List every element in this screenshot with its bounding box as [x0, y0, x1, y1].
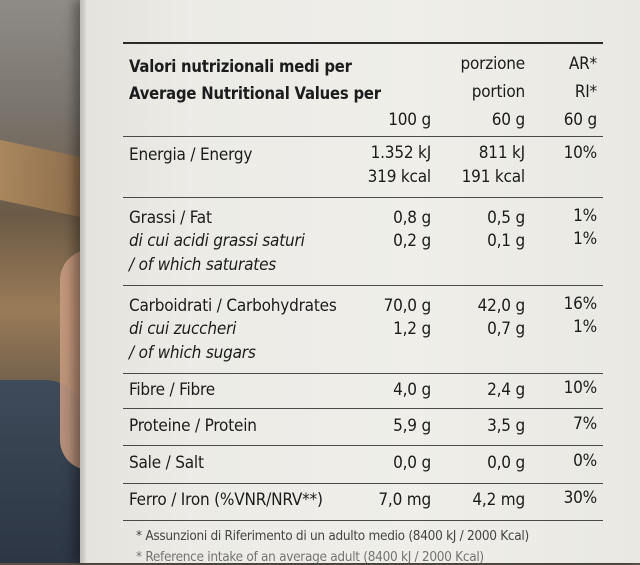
table-row-protein: Proteine / Protein 5,9 g 3,5 g 7% — [123, 408, 603, 445]
row-sub-label-en: / of which sugars — [129, 343, 256, 363]
row-label: Carboidrati / Carbohydrates — [129, 296, 337, 316]
row-sub-value-ar: 1% — [573, 317, 597, 337]
table-row-fat: Grassi / Fat 0,8 g 0,5 g 1% di cui acidi… — [123, 197, 603, 285]
row-label: Ferro / Iron (%VNR/NRV**) — [129, 490, 323, 510]
row-sub-value-portion: 0,1 g — [487, 231, 525, 251]
row-label: Energia / Energy — [129, 145, 253, 165]
nutrition-table: Valori nutrizionali medi per Average Nut… — [123, 42, 603, 521]
row-value-portion: 811 kJ — [478, 143, 525, 163]
row-value-ar: 7% — [573, 414, 597, 434]
row-label: Proteine / Protein — [129, 416, 257, 436]
table-row-energy: Energia / Energy 1.352 kJ 319 kcal 811 k… — [123, 136, 603, 197]
row-value-portion: 3,5 g — [487, 416, 525, 436]
row-label: Fibre / Fibre — [129, 380, 215, 400]
row-value-portion: 42,0 g — [477, 296, 526, 316]
row-value-ar: 1% — [573, 206, 597, 226]
row-value-ar: 10% — [563, 378, 598, 398]
row-sub-label-en: / of which saturates — [129, 255, 277, 275]
header-ri: RI* — [574, 82, 597, 102]
row-sub-value-ar: 1% — [573, 229, 597, 249]
footnote-it: * Assunzioni di Riferimento di un adulto… — [136, 528, 529, 544]
row-value-portion: 4,2 mg — [472, 490, 525, 510]
row-value-100g: 0,8 g — [393, 208, 431, 228]
header-portion-size: 60 g — [491, 110, 525, 130]
row-label: Grassi / Fat — [129, 208, 212, 228]
table-row-carbohydrates: Carboidrati / Carbohydrates 70,0 g 42,0 … — [123, 285, 603, 373]
row-value-100g: 70,0 g — [383, 296, 432, 316]
row-sub-value-portion: 0,7 g — [487, 319, 525, 339]
table-header: Valori nutrizionali medi per Average Nut… — [123, 44, 603, 136]
header-col-100: 100 g — [388, 110, 431, 130]
header-title-it: Valori nutrizionali medi per — [129, 57, 352, 76]
row-value-portion: 0,0 g — [487, 453, 525, 473]
row-value-portion: 0,5 g — [487, 208, 525, 228]
row-sub-label-it: di cui zuccheri — [129, 319, 237, 339]
row-value-100g: 4,0 g — [393, 380, 431, 400]
package-edge — [80, 0, 86, 563]
row-value-100g: 7,0 mg — [378, 490, 431, 510]
table-top-rule — [123, 42, 603, 44]
package-panel — [80, 0, 640, 563]
row-value-100g: 1.352 kJ — [370, 143, 432, 163]
table-row-fibre: Fibre / Fibre 4,0 g 2,4 g 10% — [123, 373, 603, 408]
header-portion-en: portion — [471, 82, 525, 102]
row-value-portion-kcal: 191 kcal — [461, 167, 526, 187]
row-value-ar: 16% — [563, 294, 598, 314]
row-value-100g-kcal: 319 kcal — [367, 167, 432, 187]
row-value-portion: 2,4 g — [487, 380, 525, 400]
row-value-ar: 30% — [563, 488, 598, 508]
header-ar: AR* — [568, 54, 597, 74]
table-row-iron: Ferro / Iron (%VNR/NRV**) 7,0 mg 4,2 mg … — [123, 483, 603, 521]
row-value-ar: 0% — [573, 451, 597, 471]
header-portion-it: porzione — [460, 54, 526, 74]
header-title-en: Average Nutritional Values per — [129, 84, 381, 103]
row-sub-label-it: di cui acidi grassi saturi — [129, 231, 305, 251]
footnote-en: * Reference intake of an average adult (… — [136, 549, 484, 565]
row-sub-value-100g: 0,2 g — [393, 231, 431, 251]
row-sub-value-100g: 1,2 g — [393, 319, 431, 339]
row-label: Sale / Salt — [129, 453, 204, 473]
row-value-100g: 0,0 g — [393, 453, 431, 473]
row-value-ar: 10% — [563, 143, 598, 163]
table-row-salt: Sale / Salt 0,0 g 0,0 g 0% — [123, 445, 603, 483]
row-value-100g: 5,9 g — [393, 416, 431, 436]
header-ar-size: 60 g — [563, 110, 597, 130]
